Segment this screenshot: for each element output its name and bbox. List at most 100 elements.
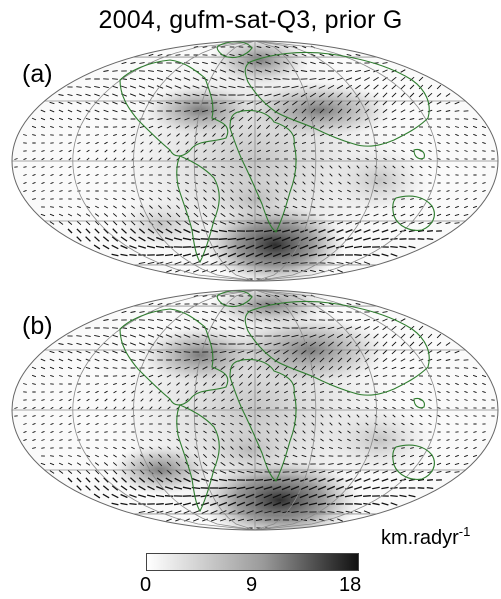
flow-arrow xyxy=(103,220,109,226)
flow-arrow xyxy=(113,414,117,418)
flow-arrow xyxy=(390,253,398,257)
flow-arrow xyxy=(437,190,441,192)
flow-arrow xyxy=(165,101,173,105)
flow-arrow xyxy=(256,108,262,114)
flow-arrow xyxy=(59,455,63,457)
flow-arrow xyxy=(292,133,298,137)
flow-arrow xyxy=(372,229,380,233)
flow-arrow xyxy=(239,149,243,153)
flow-arrow xyxy=(157,461,163,467)
flow-arrow xyxy=(202,518,208,522)
flow-arrow xyxy=(130,461,136,467)
flow-arrow xyxy=(454,222,460,224)
flow-arrow xyxy=(446,399,450,401)
flow-arrow xyxy=(41,439,45,441)
flow-arrow xyxy=(131,190,135,192)
flow-arrow xyxy=(77,182,81,184)
flow-arrow xyxy=(165,350,173,354)
flow-arrow xyxy=(391,76,397,82)
flow-arrow xyxy=(67,470,73,474)
flow-arrow xyxy=(446,141,450,145)
flow-arrow xyxy=(329,158,333,160)
flow-arrow xyxy=(373,100,379,106)
flow-arrow xyxy=(364,84,370,90)
flow-arrow xyxy=(157,374,163,378)
flow-arrow xyxy=(392,430,396,434)
flow-arrow xyxy=(173,502,183,506)
flow-arrow xyxy=(112,109,118,113)
flow-arrow xyxy=(192,93,200,97)
flow-arrow xyxy=(219,318,227,322)
flow-arrow xyxy=(482,182,486,184)
flow-arrow xyxy=(353,494,363,498)
flow-arrow xyxy=(103,319,109,321)
flow-arrow xyxy=(409,341,415,347)
flow-arrow xyxy=(390,229,398,233)
flow-arrow xyxy=(347,406,351,410)
flow-arrow xyxy=(85,335,91,337)
flow-arrow xyxy=(210,510,218,514)
flow-arrow xyxy=(436,470,442,474)
flow-arrow xyxy=(23,383,27,385)
flow-arrow xyxy=(409,367,415,369)
flow-arrow xyxy=(292,108,298,114)
flow-arrow xyxy=(299,244,309,250)
flow-arrow xyxy=(266,173,270,177)
flow-arrow xyxy=(292,214,298,216)
flow-arrow xyxy=(227,245,237,249)
flow-arrow xyxy=(237,77,245,81)
flow-arrow xyxy=(255,93,263,97)
flow-arrow xyxy=(104,141,108,145)
flow-arrow xyxy=(86,447,90,449)
flow-arrow xyxy=(382,318,388,322)
flow-arrow xyxy=(58,221,64,225)
flow-arrow xyxy=(77,205,81,209)
flow-arrow xyxy=(473,431,477,433)
flow-arrow xyxy=(274,150,280,152)
flow-arrow xyxy=(41,430,45,434)
flow-arrow xyxy=(346,100,352,106)
flow-arrow xyxy=(291,229,299,233)
flow-arrow xyxy=(95,398,99,402)
flow-arrow xyxy=(257,438,261,442)
flow-arrow xyxy=(418,76,424,82)
flow-arrow xyxy=(410,173,414,177)
flow-arrow xyxy=(120,236,128,242)
flow-arrow xyxy=(266,414,270,418)
flow-arrow xyxy=(328,349,334,355)
flow-arrow xyxy=(246,326,254,330)
flow-arrow xyxy=(464,182,468,184)
flow-arrow xyxy=(300,221,308,225)
flow-arrow xyxy=(264,510,272,514)
flow-arrow xyxy=(185,398,189,402)
flow-arrow xyxy=(212,398,216,402)
flow-arrow xyxy=(148,53,154,57)
flow-arrow xyxy=(157,367,163,369)
flow-arrow xyxy=(372,253,380,257)
flow-arrow xyxy=(257,189,261,193)
flow-arrow xyxy=(256,116,262,122)
flow-arrow xyxy=(373,117,379,121)
flow-arrow xyxy=(129,245,137,249)
flow-arrow xyxy=(50,415,54,417)
flow-arrow xyxy=(338,414,342,418)
flow-arrow xyxy=(282,342,290,346)
flow-arrow xyxy=(156,503,164,505)
flow-arrow xyxy=(454,375,460,377)
flow-arrow xyxy=(220,454,226,458)
flow-arrow xyxy=(401,198,405,200)
flow-arrow xyxy=(245,493,255,499)
flow-arrow xyxy=(473,382,477,386)
flow-arrow xyxy=(337,311,343,313)
flow-arrow xyxy=(317,485,327,491)
flow-arrow xyxy=(382,470,388,474)
flow-arrow xyxy=(446,165,450,169)
flow-arrow xyxy=(148,367,154,369)
flow-arrow xyxy=(247,373,253,379)
flow-arrow xyxy=(129,342,137,346)
flow-arrow xyxy=(464,133,468,137)
flow-arrow xyxy=(391,325,397,331)
flow-arrow xyxy=(446,446,450,450)
flow-arrow xyxy=(183,318,191,322)
flow-arrow xyxy=(254,493,264,499)
